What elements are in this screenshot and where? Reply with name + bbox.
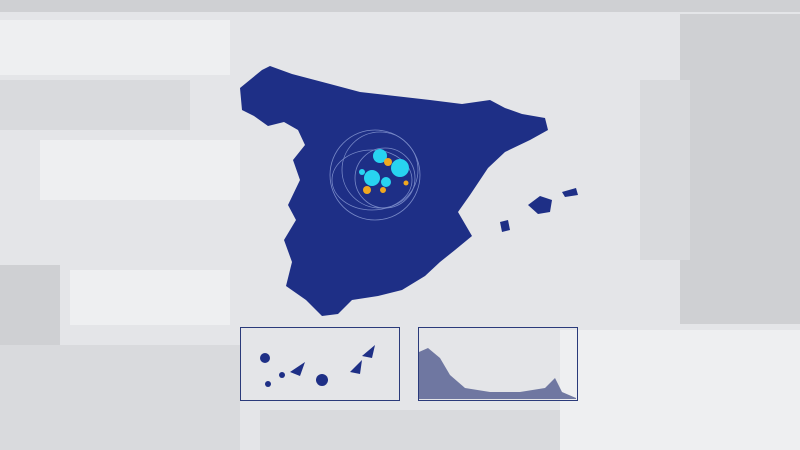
coast-inset-frame — [418, 327, 578, 401]
background-band — [0, 345, 240, 450]
mallorca — [528, 196, 552, 214]
background-band — [680, 14, 800, 324]
background-band — [560, 330, 800, 450]
background-band — [0, 80, 190, 130]
data-points — [359, 149, 409, 194]
canary-islands-inset-frame — [240, 327, 400, 401]
background-band — [0, 20, 230, 75]
canary-islands — [260, 345, 375, 387]
coastline-silhouette — [419, 348, 576, 399]
orbit-rings — [329, 129, 421, 221]
background-band — [0, 0, 800, 12]
background-band — [640, 80, 690, 260]
background-band — [0, 265, 60, 345]
menorca — [562, 188, 578, 197]
background-band — [260, 410, 560, 450]
peninsula-landmass — [240, 66, 548, 316]
ibiza — [500, 220, 510, 232]
background-band — [40, 140, 240, 200]
background-band — [70, 270, 230, 325]
